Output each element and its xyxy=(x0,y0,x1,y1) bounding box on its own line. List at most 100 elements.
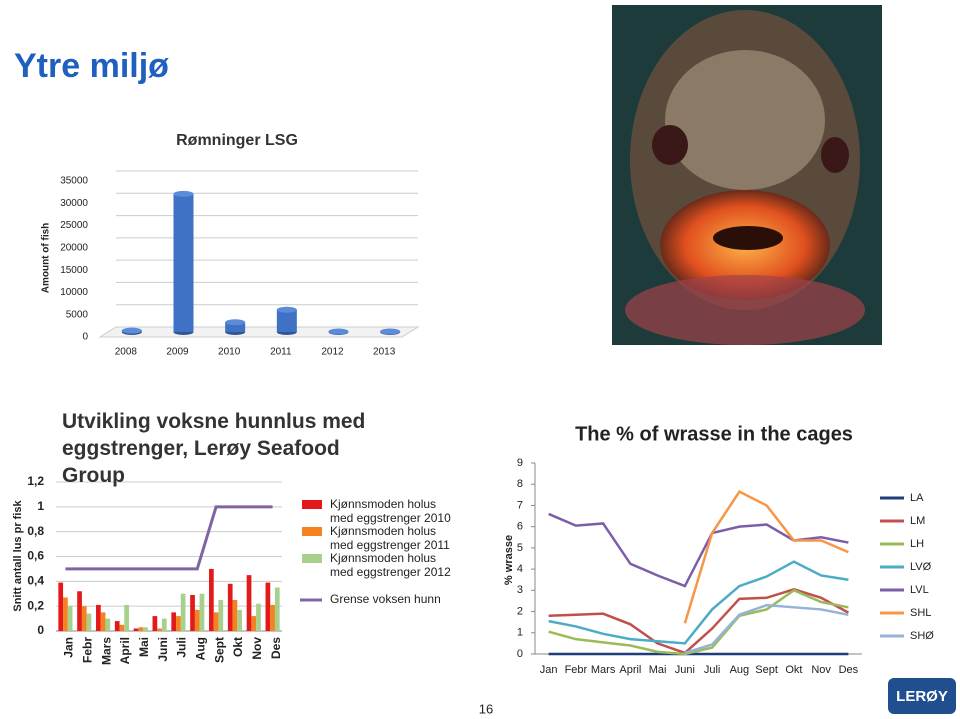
legend-label: LA xyxy=(910,492,924,504)
bar xyxy=(265,582,271,631)
x-tick-label: Jan xyxy=(540,664,558,676)
legend-label: Kjønnsmoden holus med eggstrenger 2010 xyxy=(330,497,451,525)
bar xyxy=(276,309,297,332)
legend-label: SHØ xyxy=(910,630,934,642)
x-tick-label: 2011 xyxy=(270,347,292,358)
x-tick-label: Jan xyxy=(62,637,76,658)
bar xyxy=(173,193,194,332)
bar xyxy=(225,322,246,332)
x-tick-label: Aug xyxy=(193,637,207,660)
bar xyxy=(63,597,68,631)
y-axis-label: Amount of fish xyxy=(41,223,52,294)
legend-label: LM xyxy=(910,515,925,527)
bar xyxy=(232,599,238,631)
legend-label: LVØ xyxy=(910,561,932,573)
x-tick-label: Mai xyxy=(649,664,667,676)
legend-label: Grense voksen hunn xyxy=(330,592,441,606)
bar xyxy=(105,618,111,631)
bar xyxy=(246,575,252,631)
bar xyxy=(270,604,275,631)
bar xyxy=(124,604,129,631)
x-tick-label: April xyxy=(118,637,132,664)
y-tick-label: 25000 xyxy=(60,220,88,231)
bar-cap xyxy=(380,328,401,335)
fish-photo xyxy=(612,5,882,345)
y-tick-label: 10000 xyxy=(60,287,88,298)
y-tick-label: 5000 xyxy=(66,309,89,320)
x-tick-label: Juli xyxy=(704,664,721,676)
legend-label: LH xyxy=(910,538,924,550)
y-tick-label: 1 xyxy=(37,499,44,513)
x-tick-label: 2009 xyxy=(166,347,189,358)
bar xyxy=(77,591,82,631)
y-tick-label: 0 xyxy=(37,623,44,637)
x-tick-label: Des xyxy=(839,664,859,676)
bar xyxy=(180,593,186,631)
y-tick-label: 0 xyxy=(82,332,88,343)
line xyxy=(548,588,849,656)
bar-cap xyxy=(276,306,297,313)
bar xyxy=(86,613,92,631)
x-tick-label: Sept xyxy=(755,664,778,676)
line xyxy=(684,603,849,655)
y-axis-label: Snitt antall lus pr fisk xyxy=(12,500,24,612)
legend-label: SHL xyxy=(910,607,931,619)
legend-label: LVL xyxy=(910,584,929,596)
bar xyxy=(143,627,148,631)
bar xyxy=(67,606,73,631)
x-tick-label: Febr xyxy=(565,664,588,676)
x-tick-label: 2008 xyxy=(115,347,138,358)
y-tick-label: 7 xyxy=(517,499,523,511)
x-tick-label: Juni xyxy=(675,664,695,676)
legend-swatch xyxy=(302,554,322,563)
bar-cap xyxy=(173,190,194,197)
x-tick-label: Nov xyxy=(811,664,831,676)
x-tick-label: Mai xyxy=(137,637,151,657)
chart-title: Utvikling voksne hunnlus med eggstrenger… xyxy=(62,410,366,487)
y-tick-label: 3 xyxy=(517,584,523,596)
y-tick-label: 1,2 xyxy=(27,474,44,488)
bar-cap xyxy=(121,327,142,334)
x-tick-label: Des xyxy=(269,637,283,659)
y-tick-label: 9 xyxy=(517,457,523,469)
page-number: 16 xyxy=(479,701,493,716)
y-tick-label: 0,8 xyxy=(27,524,44,538)
bar xyxy=(171,612,177,631)
y-tick-label: 30000 xyxy=(60,198,88,209)
bar xyxy=(251,616,257,631)
x-tick-label: Okt xyxy=(785,664,802,676)
bar xyxy=(152,616,158,631)
bar xyxy=(133,628,139,631)
y-tick-label: 0 xyxy=(517,648,523,660)
x-tick-label: Nov xyxy=(250,637,264,660)
y-tick-label: 0,6 xyxy=(27,549,44,563)
y-tick-label: 2 xyxy=(517,605,523,617)
bar xyxy=(199,593,205,631)
bar xyxy=(114,621,120,631)
y-tick-label: 0,4 xyxy=(27,574,44,588)
y-tick-label: 8 xyxy=(517,478,523,490)
x-tick-label: Mars xyxy=(99,637,113,665)
bar xyxy=(194,609,200,631)
slide-title: Ytre miljø xyxy=(14,47,169,85)
bar xyxy=(274,587,280,631)
x-tick-label: Juli xyxy=(175,637,189,658)
line xyxy=(683,490,849,624)
bar xyxy=(237,609,242,631)
logo-text: LERØY xyxy=(896,688,948,705)
bar xyxy=(119,624,125,631)
x-tick-label: 2012 xyxy=(321,347,344,358)
legend-label: Kjønnsmoden holus med eggstrenger 2011 xyxy=(330,524,450,552)
y-tick-label: 35000 xyxy=(60,176,88,187)
x-tick-label: April xyxy=(619,664,641,676)
legend-label: Kjønnsmoden holus med eggstrenger 2012 xyxy=(330,551,451,579)
bar xyxy=(227,583,233,631)
x-tick-label: Mars xyxy=(591,664,616,676)
y-tick-label: 5 xyxy=(517,542,523,554)
x-tick-label: Aug xyxy=(730,664,750,676)
x-tick-label: Sept xyxy=(212,637,226,663)
x-tick-label: Okt xyxy=(231,637,245,657)
logo: LERØY xyxy=(888,678,956,714)
legend-swatch xyxy=(302,527,322,536)
